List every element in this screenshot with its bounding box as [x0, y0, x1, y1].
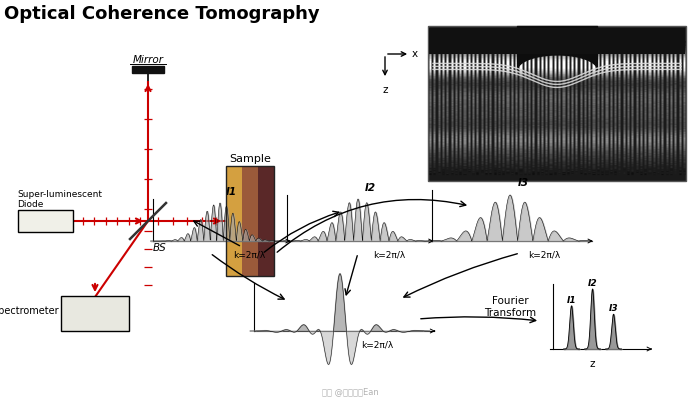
Bar — [132, 67, 164, 74]
Text: I3: I3 — [609, 303, 618, 312]
Text: I1: I1 — [567, 295, 576, 304]
Text: I3: I3 — [518, 178, 529, 188]
Text: k=2π/λ: k=2π/λ — [373, 250, 405, 259]
Bar — [242, 166, 258, 276]
Bar — [18, 211, 73, 232]
Bar — [258, 166, 274, 276]
Bar — [226, 166, 242, 276]
Text: I2: I2 — [588, 278, 598, 287]
Text: I1: I1 — [226, 187, 237, 197]
Text: Optical Coherence Tomography: Optical Coherence Tomography — [4, 5, 320, 23]
Bar — [429, 29, 685, 55]
Text: Super-luminescent
Diode: Super-luminescent Diode — [17, 189, 102, 209]
Text: BS: BS — [153, 243, 167, 252]
Text: k=2π/λ: k=2π/λ — [528, 250, 560, 259]
Text: Fourier
Transform: Fourier Transform — [484, 295, 536, 317]
Bar — [226, 166, 274, 276]
Text: I2: I2 — [365, 182, 376, 192]
Text: z: z — [589, 358, 595, 368]
Text: Sample: Sample — [229, 154, 271, 164]
Text: k=2π/λ: k=2π/λ — [233, 250, 265, 259]
Text: x: x — [412, 49, 418, 59]
Text: k=2π/λ: k=2π/λ — [362, 340, 393, 349]
Text: 知乎 @透镜欣子Ean: 知乎 @透镜欣子Ean — [321, 386, 378, 395]
Text: Mirror: Mirror — [133, 55, 164, 65]
Text: Spectrometer: Spectrometer — [0, 305, 59, 315]
Text: z: z — [382, 85, 388, 95]
Bar — [61, 296, 129, 331]
Bar — [428, 27, 686, 182]
